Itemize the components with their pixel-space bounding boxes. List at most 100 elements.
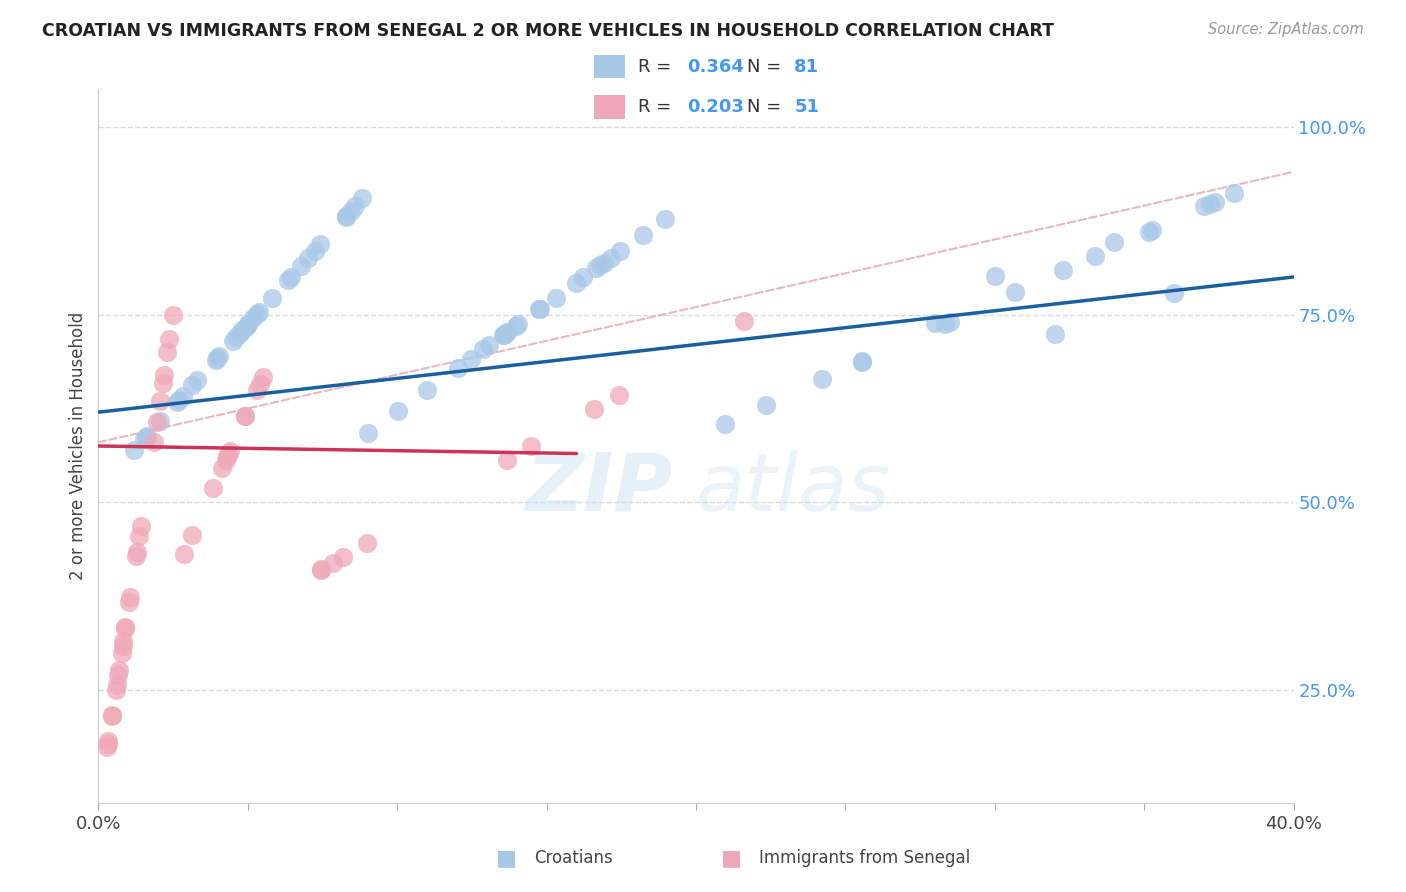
FancyBboxPatch shape [593, 54, 626, 78]
Point [934, 317, 956, 331]
Point [162, 308, 184, 322]
Point [609, 244, 631, 259]
Text: ■: ■ [721, 848, 741, 868]
Point [153, 368, 176, 382]
Point [631, 227, 654, 242]
Point [589, 258, 612, 272]
Point [118, 591, 141, 605]
Point [107, 668, 129, 682]
Point [149, 394, 172, 409]
Point [415, 384, 437, 398]
Point [924, 317, 946, 331]
Point [492, 328, 515, 343]
Point [478, 338, 501, 352]
Text: CROATIAN VS IMMIGRANTS FROM SENEGAL 2 OR MORE VEHICLES IN HOUSEHOLD CORRELATION : CROATIAN VS IMMIGRANTS FROM SENEGAL 2 OR… [42, 22, 1054, 40]
Text: ZIP: ZIP [524, 450, 672, 528]
Point [309, 563, 332, 577]
Point [851, 354, 873, 368]
Point [607, 387, 630, 401]
Point [235, 409, 257, 423]
Point [520, 439, 543, 453]
Text: 81: 81 [794, 58, 820, 76]
Point [387, 404, 409, 418]
Point [1137, 225, 1160, 239]
Point [225, 330, 247, 344]
Point [592, 256, 614, 270]
Point [111, 639, 134, 653]
FancyBboxPatch shape [593, 95, 626, 120]
Point [247, 304, 270, 318]
Point [208, 349, 231, 363]
Point [108, 664, 131, 678]
Point [356, 535, 378, 549]
Point [110, 646, 132, 660]
Point [246, 307, 269, 321]
Point [235, 319, 257, 334]
Point [202, 481, 225, 495]
Point [352, 191, 374, 205]
Point [252, 370, 274, 384]
Point [166, 395, 188, 409]
Point [186, 373, 208, 387]
Point [322, 556, 344, 570]
Point [114, 620, 136, 634]
Point [1004, 285, 1026, 300]
Point [181, 378, 204, 392]
Point [277, 273, 299, 287]
Point [297, 252, 319, 266]
Point [152, 376, 174, 390]
Point [122, 442, 145, 457]
Point [309, 237, 332, 252]
Point [335, 210, 357, 224]
Point [654, 211, 676, 226]
Point [129, 519, 152, 533]
Point [145, 416, 167, 430]
Point [236, 317, 259, 331]
Point [217, 449, 239, 463]
Text: 51: 51 [794, 98, 820, 116]
Point [290, 259, 312, 273]
Point [97, 733, 120, 747]
Point [97, 737, 120, 751]
Point [218, 444, 240, 458]
Point [222, 334, 245, 348]
Point [460, 351, 482, 366]
Point [492, 327, 515, 342]
Point [811, 372, 834, 386]
Text: Immigrants from Senegal: Immigrants from Senegal [759, 849, 970, 867]
Y-axis label: 2 or more Vehicles in Household: 2 or more Vehicles in Household [69, 312, 87, 580]
Point [447, 360, 470, 375]
Point [529, 301, 551, 316]
Point [344, 199, 367, 213]
Point [496, 453, 519, 467]
Point [565, 276, 588, 290]
Text: atlas: atlas [696, 450, 891, 528]
Point [851, 354, 873, 368]
Point [112, 634, 135, 648]
Point [104, 682, 127, 697]
Point [544, 291, 567, 305]
Point [1204, 194, 1226, 209]
Point [156, 344, 179, 359]
Point [1198, 197, 1220, 211]
Point [1052, 263, 1074, 277]
Point [335, 210, 357, 224]
Point [1084, 249, 1107, 263]
Point [135, 429, 157, 443]
Point [508, 318, 530, 332]
Point [495, 326, 517, 340]
Point [207, 351, 229, 365]
Point [311, 562, 333, 576]
Text: N =: N = [748, 98, 787, 116]
Point [496, 325, 519, 339]
Point [157, 332, 180, 346]
Point [1043, 327, 1066, 342]
Text: R =: R = [638, 98, 678, 116]
Point [713, 417, 735, 431]
Point [128, 528, 150, 542]
Point [235, 409, 257, 423]
Point [340, 203, 363, 218]
Point [101, 707, 124, 722]
Point [229, 326, 252, 340]
Point [1192, 199, 1215, 213]
